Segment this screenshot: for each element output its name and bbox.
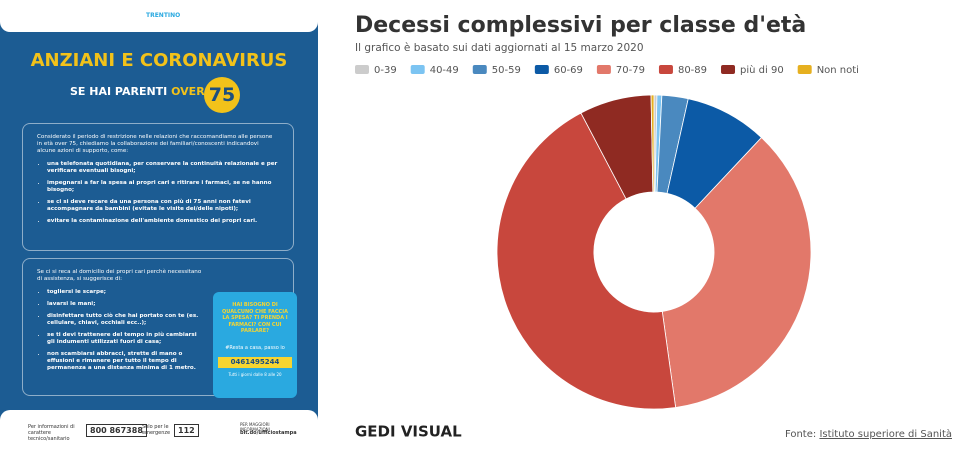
logo: TRENTINO bbox=[146, 12, 181, 19]
legend-swatch bbox=[721, 65, 736, 74]
donut-slice bbox=[496, 112, 677, 410]
donut-slice bbox=[661, 136, 812, 408]
legend-swatch bbox=[355, 65, 369, 74]
source: Fonte: Istituto superiore di Sanità bbox=[785, 428, 952, 440]
advice-item: evitare la contaminazione dell'ambiente … bbox=[47, 218, 279, 225]
hashtag: #Resta a casa, passo io bbox=[225, 344, 285, 351]
chart: Decessi complessivi per classe d'età Il … bbox=[355, 13, 952, 441]
box-intro: Se ci si reca al domicilio dei propri ca… bbox=[37, 269, 202, 282]
chart-title: Decessi complessivi per classe d'età bbox=[355, 13, 806, 38]
legend-label: più di 90 bbox=[740, 64, 784, 76]
legend-label: 80-89 bbox=[678, 65, 707, 76]
source-link[interactable]: Istituto superiore di Sanità bbox=[819, 428, 952, 440]
legend-swatch bbox=[410, 65, 425, 74]
over: OVER bbox=[171, 85, 205, 98]
advice-item: se ti devi trattenere del tempo in più c… bbox=[47, 332, 203, 346]
info-label: Per informazioni di carattere tecnico/sa… bbox=[28, 424, 75, 442]
info-phone: 800 867388 bbox=[86, 424, 147, 437]
subtitle-text: SE HAI PARENTI bbox=[70, 85, 168, 98]
advice-item: non scambiarsi abbracci, strette di mano… bbox=[47, 351, 203, 372]
help-hours: Tutti i giorni dalle 8 alle 20 bbox=[228, 371, 282, 377]
age-badge: 75 bbox=[204, 77, 240, 113]
more-link: bit.do/ufficiostampa bbox=[240, 430, 297, 436]
advice-item: lavarsi le mani; bbox=[47, 301, 203, 308]
advice-item: togliersi le scarpe; bbox=[47, 289, 203, 296]
advice-item: se ci si deve recare da una persona con … bbox=[47, 199, 279, 213]
poster-header: TRENTINO bbox=[0, 0, 318, 32]
poster-subtitle: SE HAI PARENTI OVER bbox=[70, 85, 205, 98]
legend-label: 50-59 bbox=[492, 65, 521, 76]
help-question: HAI BISOGNO DI QUALCUNO CHE FACCIA LA SP… bbox=[222, 302, 288, 334]
poster-title: ANZIANI E CORONAVIRUS bbox=[30, 50, 288, 71]
legend-label: 70-79 bbox=[616, 65, 645, 76]
advice-item: impegnarsi a far la spesa ai propri cari… bbox=[47, 180, 279, 194]
donut-slice bbox=[650, 94, 655, 193]
legend-swatch bbox=[534, 65, 549, 74]
brand: GEDI VISUAL bbox=[355, 423, 462, 441]
advice-box: Considerato il periodo di restrizione ne… bbox=[22, 123, 294, 251]
advice-box: Se ci si reca al domicilio dei propri ca… bbox=[22, 258, 294, 396]
advice-list: una telefonata quotidiana, per conservar… bbox=[37, 161, 279, 225]
legend-swatch bbox=[797, 65, 812, 74]
more-label: PER MAGGIORI INFORMAZIONI bbox=[240, 422, 270, 432]
box-intro: Considerato il periodo di restrizione ne… bbox=[37, 134, 273, 154]
legend-swatch bbox=[472, 65, 487, 74]
emergency-phone: 112 bbox=[174, 424, 199, 437]
legend-label: 0-39 bbox=[374, 65, 397, 76]
source-label: Fonte: bbox=[785, 429, 816, 440]
poster-footer: Per informazioni di carattere tecnico/sa… bbox=[0, 410, 318, 450]
advice-item: disinfettare tutto ciò che hai portato c… bbox=[47, 313, 203, 327]
legend-label: Non noti bbox=[817, 65, 859, 76]
legend-swatch bbox=[596, 65, 611, 74]
advice-list: togliersi le scarpe; lavarsi le mani; disi… bbox=[37, 289, 203, 372]
advice-item: una telefonata quotidiana, per conservar… bbox=[47, 161, 279, 175]
legend-swatch bbox=[658, 65, 673, 74]
emergency-label: Solo per le emergenze bbox=[142, 424, 171, 436]
chart-subtitle: Il grafico è basato sui dati aggiornati … bbox=[355, 42, 644, 54]
legend-label: 40-49 bbox=[430, 65, 459, 76]
help-phone: 0461495244 bbox=[218, 357, 292, 368]
poster: TRENTINO ANZIANI E CORONAVIRUS SE HAI PA… bbox=[0, 0, 318, 450]
help-box: HAI BISOGNO DI QUALCUNO CHE FACCIA LA SP… bbox=[213, 292, 297, 398]
legend-label: 60-69 bbox=[554, 65, 583, 76]
